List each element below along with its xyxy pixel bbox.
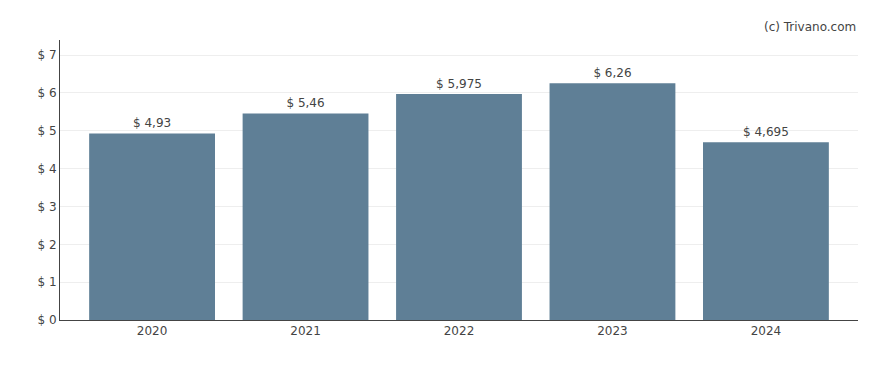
svg-text:$ 4,695: $ 4,695	[743, 125, 789, 139]
svg-text:$ 2: $ 2	[38, 238, 57, 252]
svg-text:$ 6: $ 6	[38, 86, 57, 100]
svg-text:(c) Trivano.com: (c) Trivano.com	[764, 20, 856, 34]
svg-text:$ 0: $ 0	[38, 313, 57, 327]
svg-text:2020: 2020	[137, 324, 168, 338]
svg-text:$ 5,46: $ 5,46	[286, 96, 324, 110]
svg-text:2021: 2021	[290, 324, 321, 338]
svg-text:$ 7: $ 7	[38, 48, 57, 62]
svg-text:$ 3: $ 3	[38, 200, 57, 214]
svg-text:2024: 2024	[751, 324, 782, 338]
svg-text:$ 4: $ 4	[38, 162, 57, 176]
svg-text:$ 6,26: $ 6,26	[593, 66, 631, 80]
svg-text:2023: 2023	[597, 324, 628, 338]
svg-text:$ 5: $ 5	[38, 124, 57, 138]
svg-text:$ 4,93: $ 4,93	[133, 116, 171, 130]
svg-text:$ 1: $ 1	[38, 275, 57, 289]
svg-text:2022: 2022	[444, 324, 475, 338]
svg-text:$ 5,975: $ 5,975	[436, 77, 482, 91]
